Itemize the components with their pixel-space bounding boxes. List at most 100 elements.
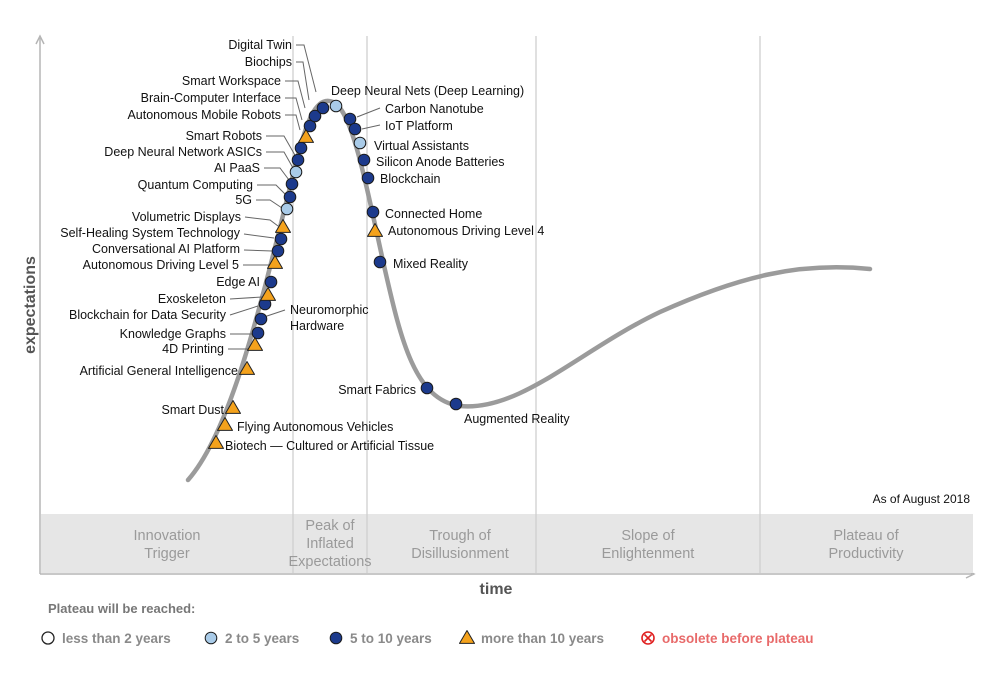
legend-label-lt2: less than 2 years bbox=[62, 631, 171, 646]
leader-iot-platform bbox=[361, 124, 381, 130]
label-autonomous-mobile-robots: Autonomous Mobile Robots bbox=[127, 108, 281, 122]
leader-ai-paas bbox=[264, 167, 290, 181]
label-blockchain-for-data-security: Blockchain for Data Security bbox=[69, 308, 227, 322]
leader-autonomous-mobile-robots bbox=[285, 114, 301, 131]
label-volumetric-displays: Volumetric Displays bbox=[132, 210, 241, 224]
marker-augmented-reality bbox=[449, 397, 463, 411]
marker-virtual-assistants bbox=[353, 136, 367, 150]
x-axis-label: time bbox=[480, 581, 513, 598]
label-smart-fabrics: Smart Fabrics bbox=[338, 383, 416, 397]
legend-label-2to5: 2 to 5 years bbox=[225, 631, 299, 646]
marker-self-healing-system-technology bbox=[274, 232, 288, 246]
marker-volumetric-displays bbox=[275, 219, 291, 233]
leader-digital-twin bbox=[296, 44, 317, 93]
marker-smart-workspace bbox=[303, 119, 317, 133]
marker-quantum-computing bbox=[283, 190, 297, 204]
legend-item-5to10: 5 to 10 years bbox=[329, 631, 432, 646]
legend-item-2to5: 2 to 5 years bbox=[204, 631, 299, 646]
marker-conversational-ai-platform bbox=[271, 244, 285, 258]
legend-marker-lt2 bbox=[41, 631, 55, 645]
label-ai-paas: AI PaaS bbox=[214, 161, 260, 175]
leader-conversational-ai-platform bbox=[243, 249, 273, 252]
label-smart-robots: Smart Robots bbox=[186, 129, 262, 143]
leader-biochips bbox=[296, 61, 310, 101]
marker-4d-printing bbox=[247, 337, 263, 351]
label-blockchain: Blockchain bbox=[380, 172, 440, 186]
phase-label-trough-of-disillusionment: Trough of Disillusionment bbox=[411, 528, 509, 562]
label-exoskeleton: Exoskeleton bbox=[158, 292, 226, 306]
label-smart-dust: Smart Dust bbox=[161, 403, 224, 417]
label-iot-platform: IoT Platform bbox=[385, 119, 453, 133]
marker-biotech-cultured-or-artificial-tissue bbox=[208, 435, 224, 449]
legend-label-5to10: 5 to 10 years bbox=[350, 631, 432, 646]
marker-flying-autonomous-vehicles bbox=[217, 417, 233, 431]
phase-band: Innovation Trigger Peak of Inflated Expectat… bbox=[41, 36, 973, 573]
marker-exoskeleton bbox=[260, 287, 276, 301]
leader-carbon-nanotube bbox=[356, 107, 381, 118]
marker-autonomous-mobile-robots bbox=[294, 141, 308, 155]
legend-marker-obsolete bbox=[641, 631, 655, 645]
phase-label-peak-of-inflated-expectations: Peak of Inflated Expectations bbox=[288, 518, 371, 570]
label-autonomous-driving-level-5: Autonomous Driving Level 5 bbox=[83, 258, 239, 272]
leader-blockchain-for-data-security bbox=[229, 305, 259, 316]
y-axis-label: expectations bbox=[22, 256, 39, 354]
marker-smart-robots bbox=[291, 153, 305, 167]
label-edge-ai: Edge AI bbox=[216, 275, 260, 289]
legend-item-obsolete: obsolete before plateau bbox=[641, 631, 814, 646]
leader-5g bbox=[256, 199, 283, 209]
label-conversational-ai-platform: Conversational AI Platform bbox=[92, 242, 240, 256]
leader-neuromorphic-hardware bbox=[263, 309, 286, 318]
label-5g: 5G bbox=[235, 193, 252, 207]
legend: less than 2 years 2 to 5 years 5 to 10 yea… bbox=[41, 630, 814, 646]
marker-digital-twin bbox=[316, 101, 330, 115]
marker-brain-computer-interface bbox=[298, 129, 314, 143]
label-biochips: Biochips bbox=[245, 55, 292, 69]
label-artificial-general-intelligence: Artificial General Intelligence bbox=[80, 364, 238, 378]
marker-iot-platform bbox=[348, 122, 362, 136]
label-quantum-computing: Quantum Computing bbox=[138, 178, 253, 192]
leader-volumetric-displays bbox=[244, 216, 279, 227]
label-flying-autonomous-vehicles: Flying Autonomous Vehicles bbox=[237, 420, 393, 434]
legend-title: Plateau will be reached: bbox=[48, 601, 195, 616]
marker-5g bbox=[280, 202, 294, 216]
marker-artificial-general-intelligence bbox=[239, 361, 255, 375]
data-markers bbox=[208, 99, 463, 449]
marker-connected-home bbox=[366, 205, 380, 219]
leader-brain-computer-interface bbox=[285, 97, 303, 121]
phase-label-plateau-of-productivity: Plateau of Productivity bbox=[829, 528, 905, 562]
phase-band-bg bbox=[41, 514, 973, 573]
legend-label-gt10: more than 10 years bbox=[481, 631, 604, 646]
label-smart-workspace: Smart Workspace bbox=[182, 74, 281, 88]
label-self-healing-system-technology: Self-Healing System Technology bbox=[60, 226, 240, 240]
legend-marker-2to5 bbox=[204, 631, 218, 645]
label-deep-neural-nets-deep-learning: Deep Neural Nets (Deep Learning) bbox=[331, 84, 524, 98]
marker-knowledge-graphs bbox=[251, 326, 265, 340]
label-carbon-nanotube: Carbon Nanotube bbox=[385, 102, 484, 116]
label-silicon-anode-batteries: Silicon Anode Batteries bbox=[376, 155, 505, 169]
label-connected-home: Connected Home bbox=[385, 207, 482, 221]
label-digital-twin: Digital Twin bbox=[228, 38, 292, 52]
marker-carbon-nanotube bbox=[343, 112, 357, 126]
label-biotech-cultured-or-artificial-tissue: Biotech — Cultured or Artificial Tissue bbox=[225, 439, 434, 453]
marker-autonomous-driving-level-4 bbox=[367, 223, 383, 237]
label-4d-printing: 4D Printing bbox=[162, 342, 224, 356]
as-of-date: As of August 2018 bbox=[873, 492, 971, 506]
marker-blockchain bbox=[361, 171, 375, 185]
phase-label-innovation-trigger: Innovation Trigger bbox=[134, 528, 201, 562]
marker-edge-ai bbox=[264, 275, 278, 289]
label-brain-computer-interface: Brain-Computer Interface bbox=[141, 91, 281, 105]
leader-smart-robots bbox=[266, 135, 297, 158]
marker-mixed-reality bbox=[373, 255, 387, 269]
label-knowledge-graphs: Knowledge Graphs bbox=[120, 327, 226, 341]
marker-deep-neural-nets-deep-learning bbox=[329, 99, 343, 113]
marker-ai-paas bbox=[285, 177, 299, 191]
data-labels: Biotech — Cultured or Artificial Tissue F… bbox=[60, 38, 570, 453]
label-mixed-reality: Mixed Reality bbox=[393, 257, 469, 271]
leader-quantum-computing bbox=[257, 184, 287, 196]
leader-lines bbox=[228, 44, 381, 350]
marker-biochips bbox=[308, 109, 322, 123]
legend-label-obsolete: obsolete before plateau bbox=[662, 631, 814, 646]
marker-smart-dust bbox=[225, 400, 241, 414]
leader-deep-neural-network-asics bbox=[266, 151, 294, 169]
